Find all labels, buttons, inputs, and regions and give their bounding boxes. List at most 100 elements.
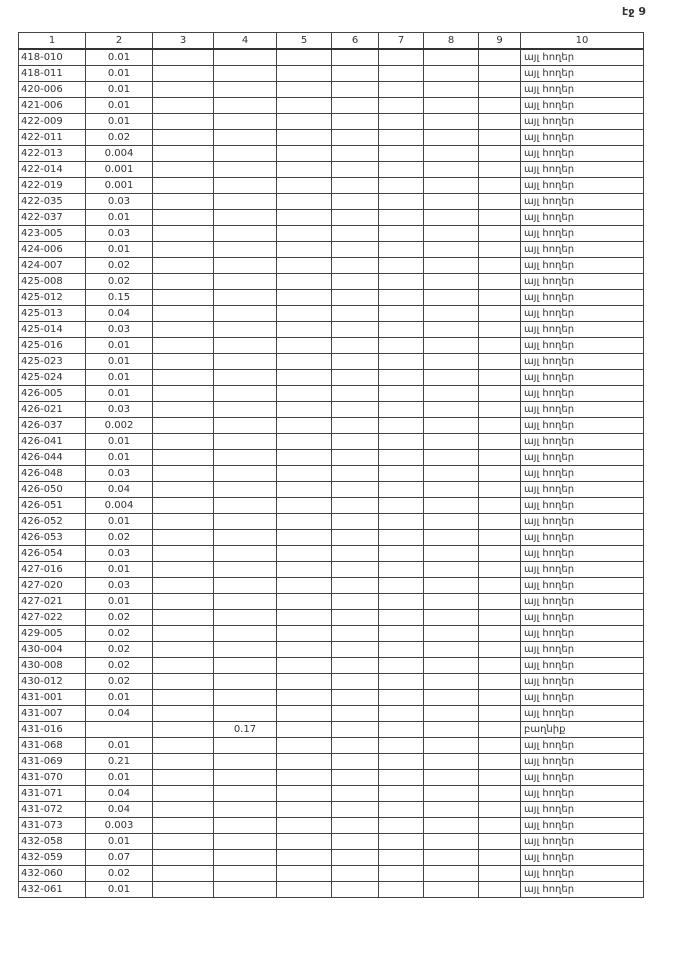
cell-col-3: [152, 401, 214, 418]
cell-col-7: [378, 849, 424, 866]
cell-col-10: այլ հողեր: [520, 113, 644, 130]
cell-col-10: այլ հողեր: [520, 145, 644, 162]
cell-col-9: [478, 273, 521, 290]
cell-col-4: [213, 65, 277, 82]
table-row: 431-001 0.01 այլ հողեր: [18, 689, 644, 706]
cell-col-10: այլ հողեր: [520, 753, 644, 770]
cell-col-7: [378, 401, 424, 418]
cell-col-7: [378, 385, 424, 402]
table-row: 422-009 0.01 այլ հողեր: [18, 113, 644, 130]
cell-col-8: [423, 529, 479, 546]
cell-col-6: [331, 321, 379, 338]
cell-col-3: [152, 737, 214, 754]
cell-col-3: [152, 689, 214, 706]
cell-col-2: 0.01: [85, 593, 153, 610]
cell-col-10: այլ հողեր: [520, 705, 644, 722]
cell-col-3: [152, 337, 214, 354]
cell-col-3: [152, 369, 214, 386]
cell-col-9: [478, 97, 521, 114]
cell-col-9: [478, 481, 521, 498]
cell-col-4: [213, 369, 277, 386]
cell-col-2: 0.01: [85, 513, 153, 530]
cell-col-1: 426-021: [18, 401, 86, 418]
cell-col-10: այլ հողեր: [520, 225, 644, 242]
table-row: 425-023 0.01 այլ հողեր: [18, 353, 644, 370]
cell-col-8: [423, 705, 479, 722]
cell-col-6: [331, 353, 379, 370]
cell-col-2: 0.02: [85, 609, 153, 626]
table-row: 426-054 0.03 այլ հողեր: [18, 545, 644, 562]
cell-col-1: 431-073: [18, 817, 86, 834]
cell-col-6: [331, 673, 379, 690]
cell-col-6: [331, 273, 379, 290]
cell-col-7: [378, 273, 424, 290]
cell-col-8: [423, 481, 479, 498]
table-row: 431-072 0.04 այլ հողեր: [18, 801, 644, 818]
cell-col-10: այլ հողեր: [520, 257, 644, 274]
table-row: 430-008 0.02 այլ հողեր: [18, 657, 644, 674]
cell-col-4: [213, 337, 277, 354]
cell-col-8: [423, 321, 479, 338]
table-row: 422-014 0.001 այլ հողեր: [18, 161, 644, 178]
cell-col-9: [478, 177, 521, 194]
cell-col-9: [478, 433, 521, 450]
cell-col-4: [213, 48, 277, 66]
table-row: 432-060 0.02 այլ հողեր: [18, 865, 644, 882]
cell-col-10: այլ հողեր: [520, 593, 644, 610]
cell-col-3: [152, 97, 214, 114]
cell-col-5: [276, 497, 332, 514]
cell-col-7: [378, 545, 424, 562]
cell-col-2: 0.004: [85, 497, 153, 514]
cell-col-4: [213, 609, 277, 626]
cell-col-1: 426-037: [18, 417, 86, 434]
cell-col-5: [276, 353, 332, 370]
cell-col-8: [423, 577, 479, 594]
cell-col-5: [276, 817, 332, 834]
cell-col-2: 0.01: [85, 833, 153, 850]
cell-col-9: [478, 561, 521, 578]
cell-col-1: 425-013: [18, 305, 86, 322]
cell-col-8: [423, 65, 479, 82]
cell-col-2: 0.001: [85, 161, 153, 178]
cell-col-4: [213, 209, 277, 226]
cell-col-4: [213, 785, 277, 802]
cell-col-8: [423, 433, 479, 450]
cell-col-8: [423, 48, 479, 66]
cell-col-7: [378, 177, 424, 194]
table-row: 431-016 0.17 բաղնիք: [18, 721, 644, 738]
cell-col-1: 432-061: [18, 881, 86, 898]
cell-col-6: [331, 849, 379, 866]
cell-col-5: [276, 369, 332, 386]
cell-col-9: [478, 193, 521, 210]
cell-col-1: 427-022: [18, 609, 86, 626]
cell-col-4: [213, 561, 277, 578]
cell-col-6: [331, 657, 379, 674]
cell-col-5: [276, 561, 332, 578]
cell-col-5: [276, 65, 332, 82]
cell-col-8: [423, 753, 479, 770]
cell-col-8: [423, 161, 479, 178]
cell-col-5: [276, 337, 332, 354]
cell-col-8: [423, 193, 479, 210]
cell-col-9: [478, 577, 521, 594]
cell-col-5: [276, 241, 332, 258]
cell-col-2: 0.02: [85, 529, 153, 546]
cell-col-2: 0.01: [85, 209, 153, 226]
cell-col-9: [478, 625, 521, 642]
cell-col-7: [378, 81, 424, 98]
cell-col-9: [478, 721, 521, 738]
cell-col-8: [423, 561, 479, 578]
cell-col-3: [152, 385, 214, 402]
cell-col-7: [378, 609, 424, 626]
cell-col-9: [478, 801, 521, 818]
cell-col-7: [378, 865, 424, 882]
table-row: 420-006 0.01 այլ հողեր: [18, 81, 644, 98]
cell-col-5: [276, 849, 332, 866]
cell-col-10: այլ հողեր: [520, 417, 644, 434]
cell-col-9: [478, 369, 521, 386]
cell-col-6: [331, 465, 379, 482]
cell-col-6: [331, 577, 379, 594]
cell-col-6: [331, 625, 379, 642]
cell-col-6: [331, 337, 379, 354]
cell-col-5: [276, 737, 332, 754]
